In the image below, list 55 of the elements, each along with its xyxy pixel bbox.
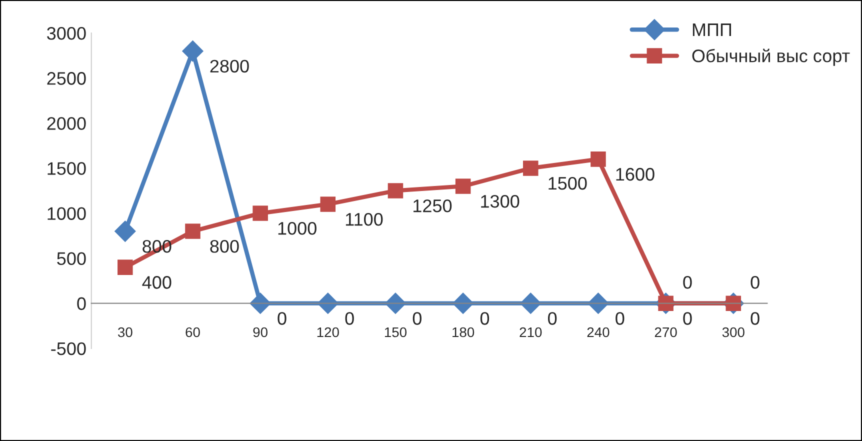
point <box>523 160 538 176</box>
y-tick-label: 1500 <box>48 162 86 175</box>
point <box>320 196 336 212</box>
point <box>452 292 474 314</box>
y-tick-label: 1000 <box>48 207 86 220</box>
data-label: 400 <box>142 276 172 289</box>
point <box>252 206 268 221</box>
point <box>114 220 136 242</box>
data-label: 800 <box>210 240 239 253</box>
point <box>590 152 606 167</box>
data-label: 0 <box>480 312 490 325</box>
y-tick-label: 2500 <box>47 72 86 85</box>
legend-label: МПП <box>692 24 732 36</box>
point <box>250 292 271 314</box>
data-label: 0 <box>683 312 692 325</box>
data-label: 1250 <box>414 199 452 212</box>
point <box>118 260 133 275</box>
x-tick-label: 300 <box>722 327 744 338</box>
x-tick-label: 270 <box>654 327 677 338</box>
data-label: 0 <box>750 312 760 325</box>
data-label: 1600 <box>616 168 654 181</box>
y-tick-label: 3000 <box>47 27 86 40</box>
data-label: 1000 <box>278 222 316 235</box>
y-tick-label: -500 <box>51 342 86 356</box>
y-tick-label: 500 <box>57 252 86 266</box>
data-label: 0 <box>278 312 286 325</box>
data-label: 1500 <box>548 176 587 190</box>
point <box>182 40 204 62</box>
point <box>317 292 338 314</box>
x-tick-label: 180 <box>452 327 474 338</box>
y-tick-label: 0 <box>77 297 86 310</box>
x-tick-label: 210 <box>520 327 542 338</box>
legend-label: Обычный выс сорт <box>692 48 850 66</box>
x-tick-label: 240 <box>587 327 610 338</box>
data-label: 2800 <box>210 60 249 73</box>
point <box>185 224 200 239</box>
point <box>588 292 609 314</box>
point <box>384 292 406 314</box>
data-label: 1300 <box>481 194 520 208</box>
data-label: 0 <box>616 312 624 325</box>
x-tick-label: 90 <box>253 327 268 338</box>
data-label: 1100 <box>346 212 383 226</box>
x-tick-label: 150 <box>384 327 407 338</box>
data-label: 0 <box>548 312 557 325</box>
x-tick-label: 30 <box>118 327 132 338</box>
y-tick-label: 2000 <box>47 117 86 130</box>
point <box>520 292 542 314</box>
data-label: 0 <box>345 312 354 325</box>
point <box>455 178 471 194</box>
x-tick-label: 60 <box>186 327 200 338</box>
point <box>388 183 404 198</box>
data-label: 0 <box>750 276 760 289</box>
x-tick-label: 120 <box>317 327 339 338</box>
data-label: 0 <box>412 312 422 325</box>
data-label: 0 <box>683 276 692 289</box>
